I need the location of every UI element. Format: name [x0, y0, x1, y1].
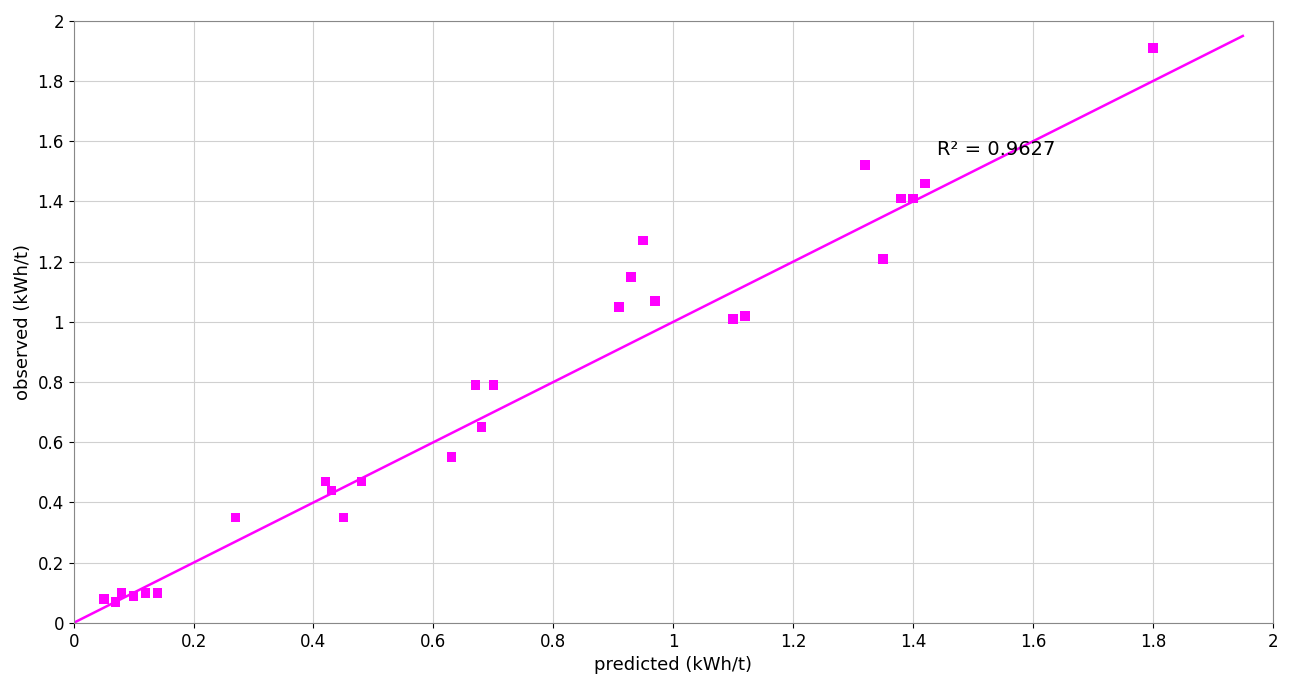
Point — [483, 380, 504, 391]
Point — [111, 588, 132, 599]
X-axis label: predicted (kWh/t): predicted (kWh/t) — [594, 656, 752, 674]
Point — [123, 590, 143, 601]
Point — [322, 485, 342, 496]
Point — [872, 253, 893, 264]
Point — [351, 476, 372, 487]
Point — [1142, 43, 1163, 54]
Point — [315, 476, 336, 487]
Point — [136, 588, 156, 599]
Y-axis label: observed (kWh/t): observed (kWh/t) — [14, 244, 32, 400]
Point — [472, 422, 492, 433]
Text: R² = 0.9627: R² = 0.9627 — [937, 140, 1056, 160]
Point — [915, 178, 935, 189]
Point — [633, 235, 654, 246]
Point — [735, 310, 756, 321]
Point — [333, 512, 354, 523]
Point — [621, 271, 642, 282]
Point — [890, 193, 911, 204]
Point — [903, 193, 924, 204]
Point — [93, 593, 114, 604]
Point — [106, 596, 127, 608]
Point — [722, 313, 743, 324]
Point — [645, 295, 665, 306]
Point — [855, 160, 876, 171]
Point — [147, 588, 168, 599]
Point — [225, 512, 245, 523]
Point — [441, 452, 461, 463]
Point — [609, 301, 629, 312]
Point — [465, 380, 486, 391]
